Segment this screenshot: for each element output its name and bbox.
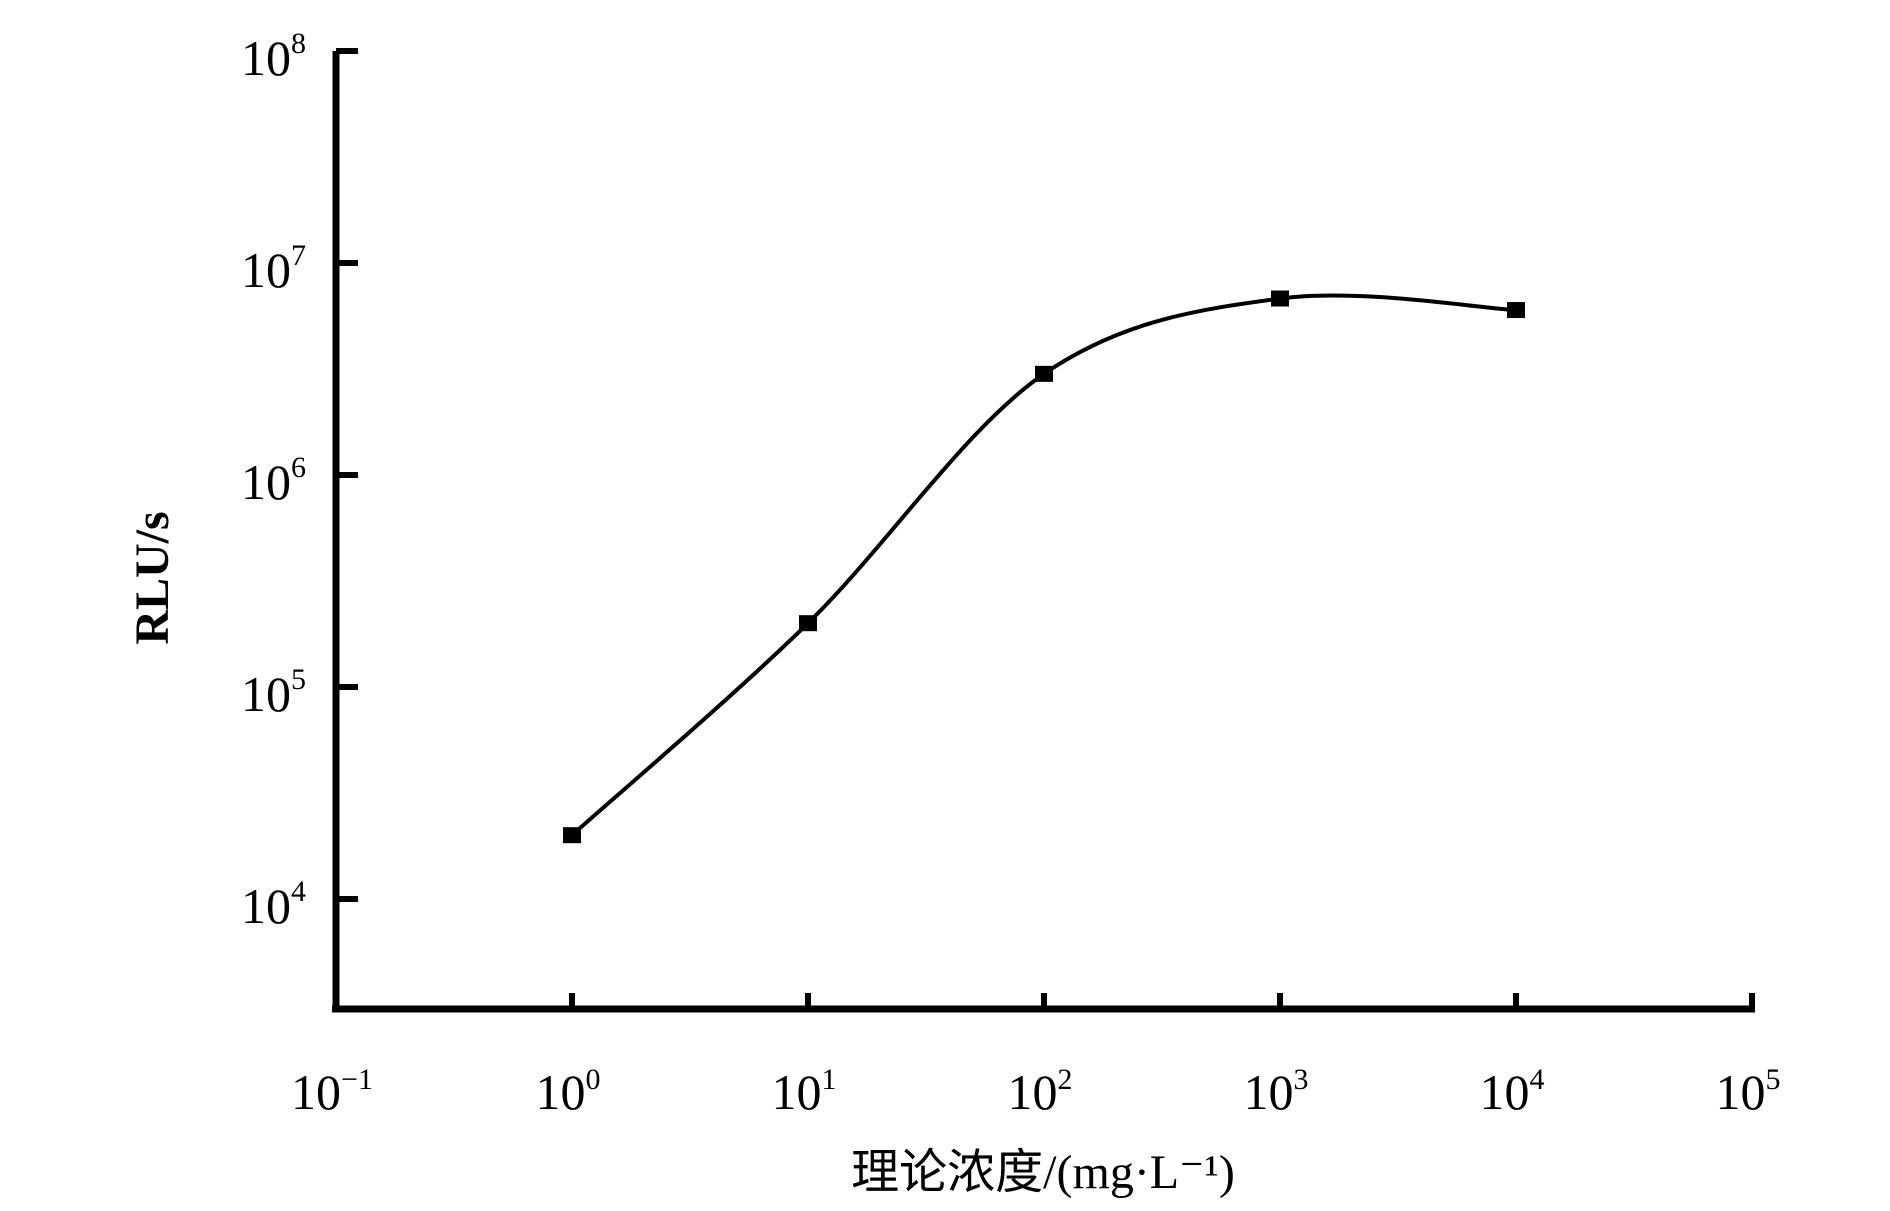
x-tick-label: 104 <box>1480 1063 1545 1120</box>
y-tick-label: 105 <box>241 663 306 722</box>
data-series <box>563 290 1525 844</box>
x-tick-label: 103 <box>1244 1063 1309 1120</box>
y-tick-label: 108 <box>241 27 306 86</box>
y-tick-label: 104 <box>241 875 306 934</box>
series-line <box>570 293 1517 837</box>
x-tick-label: 10−1 <box>291 1063 373 1120</box>
y-tick-label: 106 <box>241 451 306 510</box>
data-point-marker <box>799 615 817 632</box>
x-axis-title: 理论浓度/(mg·L⁻¹) <box>851 1146 1235 1199</box>
y-tick-label: 107 <box>241 239 306 298</box>
x-tick-label: 101 <box>772 1063 837 1120</box>
data-point-marker <box>1507 302 1525 319</box>
data-point-marker <box>1035 365 1053 382</box>
y-axis-title: RLU/s <box>126 511 179 644</box>
axes: 10−1 100 101 102 103 104 105 104 105 106 107 108 <box>241 27 1781 1120</box>
data-point-marker <box>1271 290 1289 307</box>
x-tick-label: 105 <box>1716 1063 1781 1120</box>
x-tick-label: 100 <box>536 1063 601 1120</box>
data-point-marker <box>563 827 581 844</box>
x-tick-label: 102 <box>1008 1063 1073 1120</box>
